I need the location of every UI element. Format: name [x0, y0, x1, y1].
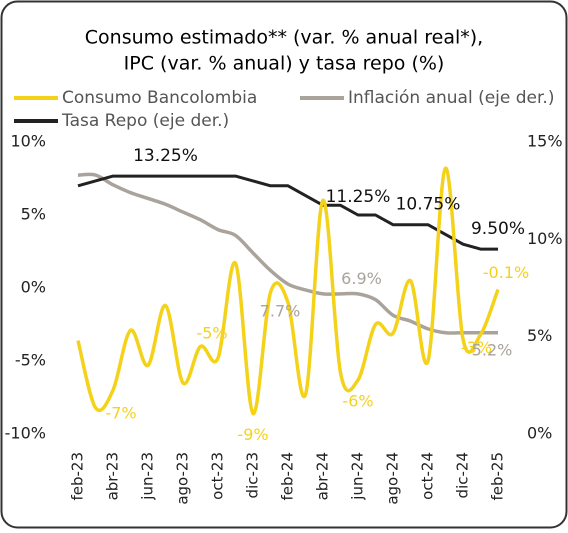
- data-label: 13.25%: [133, 146, 198, 166]
- y2-tick-label: 0%: [527, 424, 552, 443]
- x-tick-label: dic-24: [454, 452, 472, 498]
- legend-label: Inflación anual (eje der.): [348, 88, 554, 108]
- y-tick-label: 0%: [21, 278, 46, 297]
- x-tick-label: oct-24: [419, 452, 437, 500]
- x-tick-label: ago-23: [174, 452, 192, 505]
- x-tick-label: feb-25: [489, 452, 507, 501]
- series-line: [76, 166, 500, 416]
- series-line: [77, 172, 498, 335]
- y2-tick-label: 5%: [527, 326, 552, 345]
- data-label: 7.7%: [260, 302, 301, 321]
- chart-title: Consumo estimado** (var. % anual real*),: [85, 27, 483, 49]
- data-label: 11.25%: [326, 187, 391, 207]
- x-tick-label: feb-23: [69, 452, 87, 501]
- data-label: 6.9%: [341, 269, 382, 288]
- y-tick-label: -10%: [5, 424, 46, 443]
- data-label: 5.2%: [472, 340, 513, 359]
- data-label: -3%: [461, 338, 492, 357]
- y2-tick-label: 15%: [527, 132, 563, 151]
- x-tick-label: feb-24: [279, 452, 297, 501]
- data-label: 9.50%: [471, 219, 525, 239]
- data-label: 10.75%: [396, 195, 461, 215]
- x-tick-label: jun-24: [349, 452, 367, 501]
- data-label: -0.1%: [483, 263, 529, 282]
- x-tick-label: abr-23: [104, 452, 122, 500]
- data-label: -7%: [105, 404, 136, 423]
- x-tick-label: dic-23: [244, 452, 262, 498]
- data-label: -9%: [237, 425, 268, 444]
- y-tick-label: 10%: [10, 132, 46, 151]
- x-tick-label: abr-24: [314, 452, 332, 500]
- legend-label: Consumo Bancolombia: [62, 88, 257, 108]
- x-tick-label: ago-24: [384, 452, 402, 505]
- x-tick-label: oct-23: [209, 452, 227, 500]
- y-tick-label: -5%: [15, 351, 46, 370]
- chart-title: IPC (var. % anual) y tasa repo (%): [124, 53, 445, 75]
- legend-label: Tasa Repo (eje der.): [61, 111, 229, 131]
- series-line: [77, 174, 498, 251]
- y2-tick-label: 10%: [527, 229, 563, 248]
- y-tick-label: 5%: [21, 205, 46, 224]
- x-tick-label: jun-23: [139, 452, 157, 501]
- data-label: -6%: [342, 391, 373, 410]
- data-label: -5%: [196, 324, 227, 343]
